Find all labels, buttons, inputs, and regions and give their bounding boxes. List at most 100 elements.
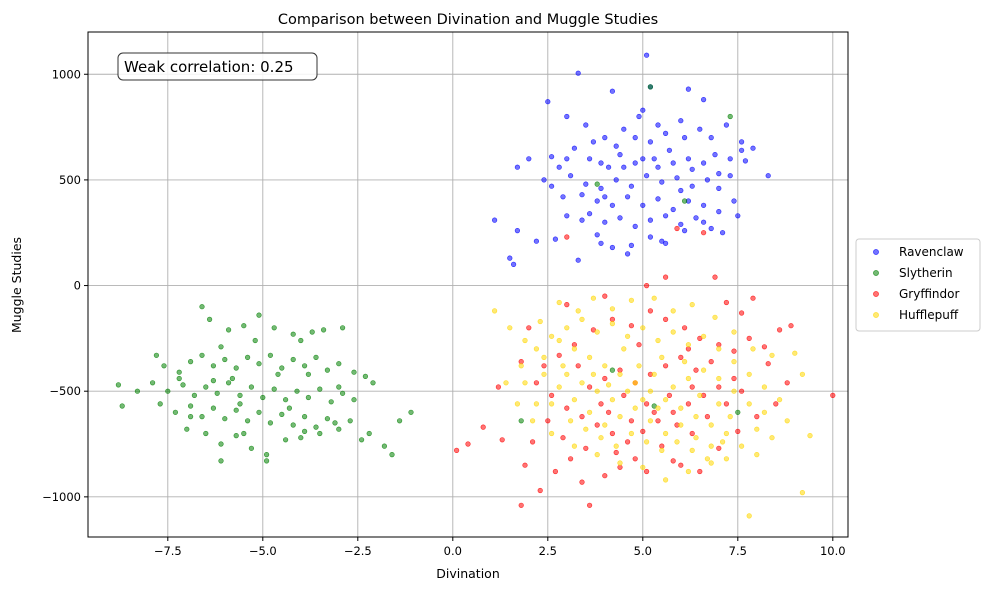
point-hufflepuff: [605, 382, 612, 388]
point-gryffindor: [624, 439, 631, 445]
legend-entry-hufflepuff: Hufflepuff: [873, 308, 959, 322]
point-ravenclaw: [598, 160, 604, 166]
point-slytherin: [275, 371, 281, 377]
point-hufflepuff: [583, 426, 589, 432]
point-ravenclaw: [738, 147, 745, 153]
point-gryffindor: [689, 384, 695, 390]
point-ravenclaw: [704, 177, 711, 183]
point-slytherin: [309, 329, 315, 335]
point-gryffindor: [465, 441, 471, 447]
point-hufflepuff: [716, 346, 722, 352]
point-hufflepuff: [708, 422, 714, 428]
point-hufflepuff: [640, 464, 646, 470]
point-ravenclaw: [560, 194, 566, 200]
point-hufflepuff: [575, 308, 581, 314]
point-ravenclaw: [598, 240, 604, 246]
point-slytherin: [237, 401, 243, 407]
point-hufflepuff: [723, 430, 730, 437]
point-hufflepuff: [659, 354, 665, 361]
point-hufflepuff: [548, 333, 555, 339]
point-slytherin: [271, 325, 277, 331]
point-hufflepuff: [708, 460, 714, 466]
point-ravenclaw: [662, 130, 669, 136]
point-gryffindor: [560, 435, 566, 441]
point-ravenclaw: [712, 152, 718, 158]
y-tick-label: 0: [74, 279, 81, 293]
point-ravenclaw: [609, 88, 616, 94]
point-slytherin: [362, 373, 369, 380]
point-slytherin: [298, 337, 304, 344]
point-gryffindor: [537, 487, 543, 494]
point-slytherin: [229, 375, 235, 382]
point-hufflepuff: [761, 384, 768, 390]
point-ravenclaw: [632, 135, 638, 141]
point-slytherin: [134, 388, 140, 394]
point-gryffindor: [708, 359, 714, 365]
point-hufflepuff: [662, 477, 669, 483]
point-hufflepuff: [541, 371, 547, 377]
point-ravenclaw: [640, 202, 646, 208]
point-gryffindor: [830, 392, 836, 399]
point-ravenclaw: [552, 236, 559, 242]
point-hufflepuff: [708, 443, 714, 449]
point-ravenclaw: [651, 156, 657, 162]
point-hufflepuff: [632, 405, 638, 411]
point-hufflepuff: [522, 380, 528, 386]
point-gryffindor: [583, 445, 589, 451]
point-slytherin: [735, 409, 741, 415]
point-hufflepuff: [590, 371, 597, 377]
point-hufflepuff: [541, 354, 547, 361]
point-hufflepuff: [556, 299, 562, 306]
point-gryffindor: [495, 384, 502, 390]
point-ravenclaw: [609, 244, 616, 251]
series-slytherin: [115, 84, 741, 464]
point-gryffindor: [723, 401, 730, 407]
series-hufflepuff: [492, 295, 813, 519]
x-tick-label: −2.5: [344, 544, 372, 558]
x-tick-label: 10.0: [820, 544, 846, 558]
point-hufflepuff: [719, 439, 726, 445]
point-ravenclaw: [670, 160, 676, 166]
point-hufflepuff: [598, 435, 604, 441]
point-hufflepuff: [776, 397, 783, 403]
point-slytherin: [188, 359, 194, 365]
point-gryffindor: [776, 327, 783, 333]
point-ravenclaw: [742, 158, 749, 164]
point-hufflepuff: [571, 346, 578, 352]
point-gryffindor: [643, 468, 650, 475]
point-slytherin: [199, 352, 205, 358]
point-hufflepuff: [693, 435, 699, 441]
point-slytherin: [302, 414, 308, 420]
point-gryffindor: [738, 310, 745, 316]
point-gryffindor: [662, 363, 669, 369]
point-slytherin: [210, 363, 216, 369]
point-ravenclaw: [727, 156, 733, 162]
point-ravenclaw: [621, 164, 627, 170]
point-gryffindor: [643, 283, 650, 289]
point-slytherin: [191, 392, 197, 399]
point-slytherin: [248, 445, 254, 451]
point-ravenclaw: [655, 122, 661, 128]
point-hufflepuff: [746, 401, 752, 407]
point-ravenclaw: [533, 238, 540, 244]
point-ravenclaw: [624, 194, 631, 200]
point-slytherin: [267, 352, 274, 358]
point-ravenclaw: [583, 122, 589, 128]
point-hufflepuff: [579, 316, 585, 323]
point-ravenclaw: [624, 251, 631, 257]
x-tick-label: 5.0: [634, 544, 652, 558]
point-ravenclaw: [602, 219, 608, 225]
point-gryffindor: [754, 414, 760, 420]
point-hufflepuff: [533, 401, 540, 407]
point-gryffindor: [662, 316, 669, 323]
point-gryffindor: [723, 299, 730, 306]
point-ravenclaw: [689, 183, 695, 189]
point-ravenclaw: [655, 164, 661, 170]
legend-entry-ravenclaw: Ravenclaw: [873, 245, 964, 259]
point-slytherin: [408, 409, 414, 415]
point-gryffindor: [518, 502, 524, 508]
point-hufflepuff: [716, 401, 722, 407]
point-hufflepuff: [647, 388, 654, 394]
point-slytherin: [305, 371, 312, 377]
point-ravenclaw: [598, 185, 604, 191]
